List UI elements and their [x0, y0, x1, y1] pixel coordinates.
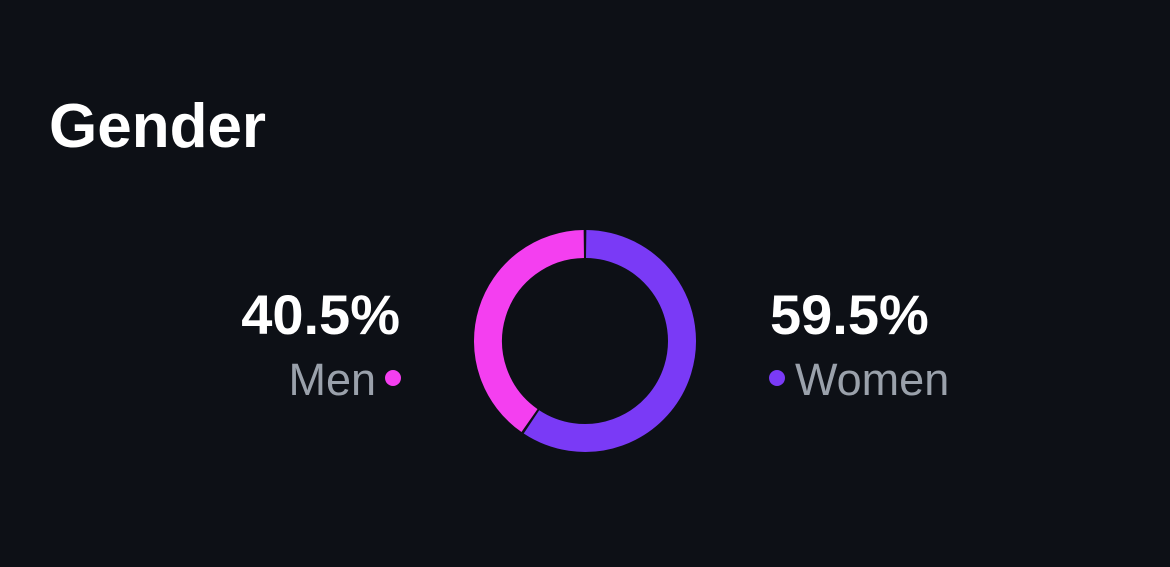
- legend-label: Men: [288, 354, 376, 405]
- value-label: 59.5%: [770, 283, 929, 346]
- value-label: 40.5%: [241, 283, 400, 346]
- legend-dot: [385, 370, 401, 386]
- legend-dot: [769, 370, 785, 386]
- chart-title: Gender: [49, 92, 266, 161]
- legend-label: Women: [795, 354, 949, 405]
- donut-segment: [474, 230, 585, 433]
- donut-segment: [523, 230, 696, 452]
